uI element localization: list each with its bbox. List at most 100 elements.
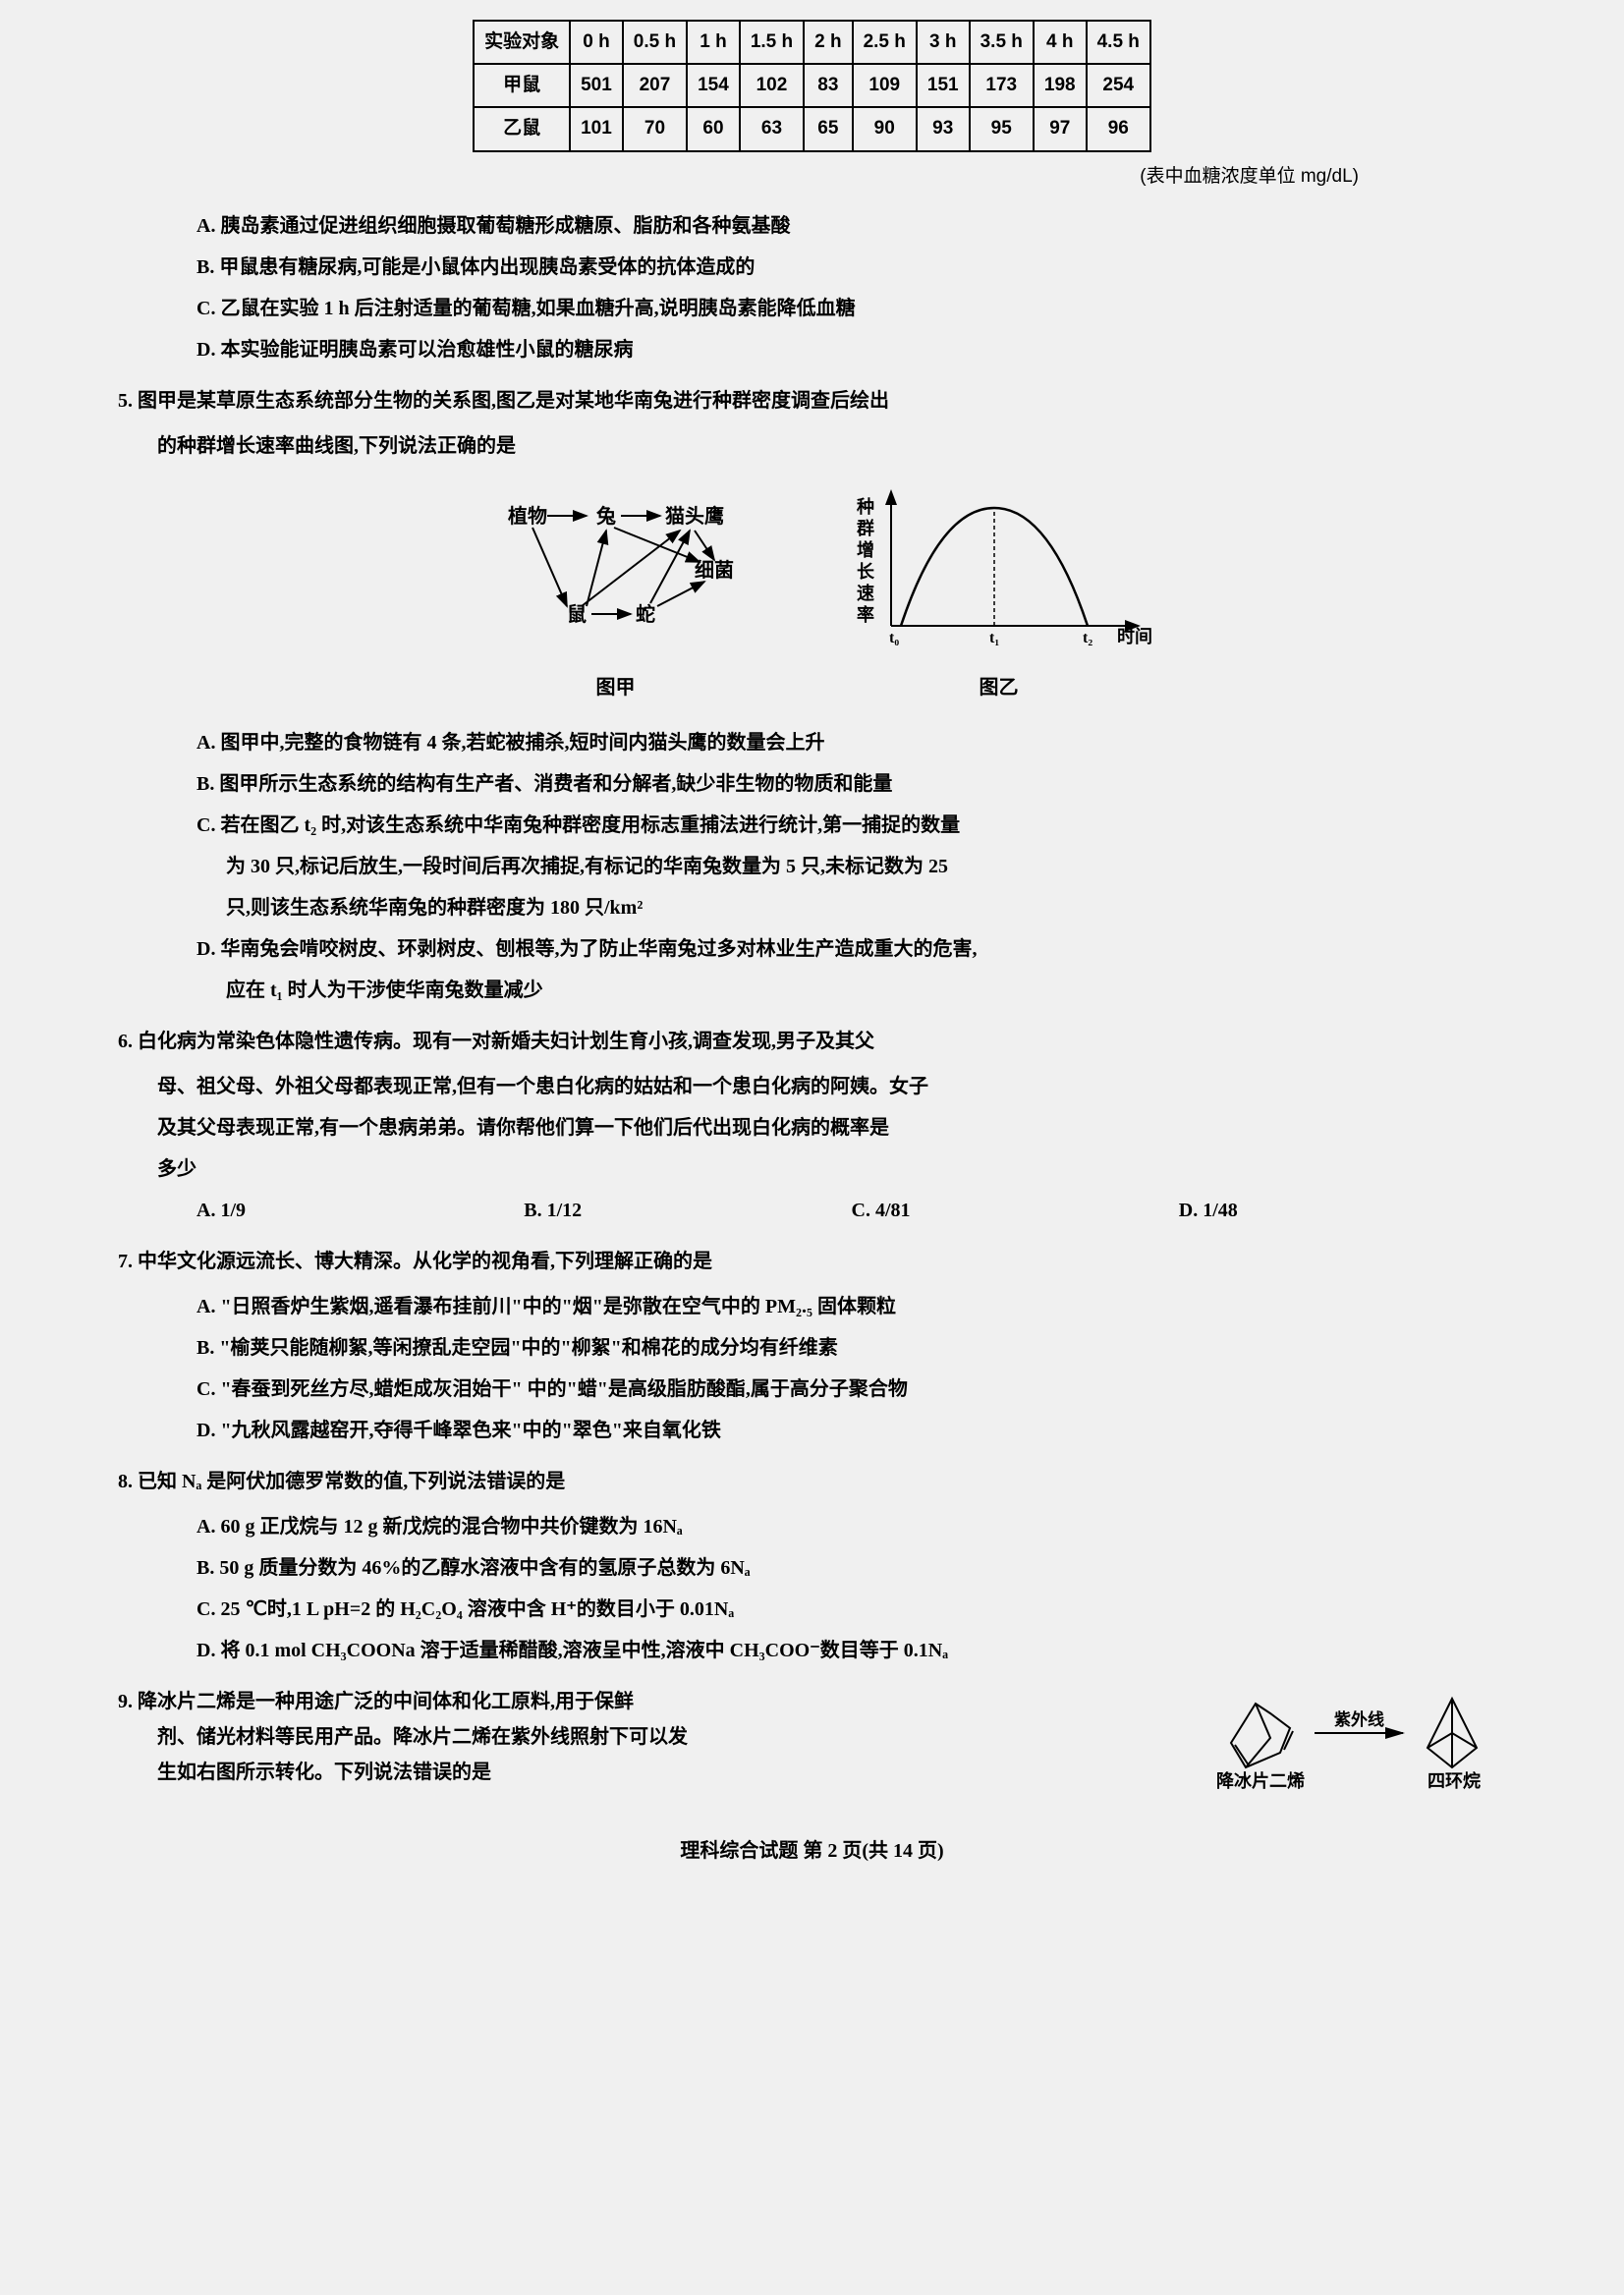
q5-text2: 的种群增长速率曲线图,下列说法正确的是 xyxy=(157,428,1506,464)
q5-option-d2: 应在 t₁ 时人为干涉使华南兔数量减少 xyxy=(226,973,1506,1008)
tick-t1: t₁ xyxy=(989,630,999,646)
th: 2 h xyxy=(804,21,852,64)
xlabel: 时间 xyxy=(1117,627,1152,646)
td: 198 xyxy=(1034,64,1087,107)
fig2-label: 图乙 xyxy=(842,670,1156,705)
q8: 8. 已知 Nₐ 是阿伏加德罗常数的值,下列说法错误的是 xyxy=(118,1464,1506,1499)
growth-curve-chart: 种 群 增 长 速 率 t₀ t₁ t₂ 时间 xyxy=(842,483,1156,650)
q6-num: 6. xyxy=(118,1031,133,1052)
td: 63 xyxy=(740,107,804,150)
data-table: 实验对象 0 h 0.5 h 1 h 1.5 h 2 h 2.5 h 3 h 3… xyxy=(473,20,1151,152)
table-row: 甲鼠 501 207 154 102 83 109 151 173 198 25… xyxy=(474,64,1150,107)
node-mouse: 鼠 xyxy=(567,603,587,626)
q5-option-b: B. 图甲所示生态系统的结构有生产者、消费者和分解者,缺少非生物的物质和能量 xyxy=(196,766,1506,802)
right-mol-label: 四环烷 xyxy=(1428,1770,1481,1791)
left-mol-label: 降冰片二烯 xyxy=(1216,1770,1305,1791)
q7-option-a: A. "日照香炉生紫烟,遥看瀑布挂前川"中的"烟"是弥散在空气中的 PM₂.₅ … xyxy=(196,1289,1506,1324)
tick-t0: t₀ xyxy=(889,630,899,646)
td: 93 xyxy=(917,107,970,150)
q8-option-a: A. 60 g 正戊烷与 12 g 新戊烷的混合物中共价键数为 16Nₐ xyxy=(196,1509,1506,1544)
q5-num: 5. xyxy=(118,390,133,412)
th: 4 h xyxy=(1034,21,1087,64)
q5-option-d1: D. 华南兔会啃咬树皮、环剥树皮、刨根等,为了防止华南兔过多对林业生产造成重大的… xyxy=(196,931,1506,967)
q6-options: A. 1/9 B. 1/12 C. 4/81 D. 1/48 xyxy=(196,1193,1506,1228)
q8-text: 已知 Nₐ 是阿伏加德罗常数的值,下列说法错误的是 xyxy=(138,1471,565,1492)
q7-option-c: C. "春蚕到死丝方尽,蜡炬成灰泪始干" 中的"蜡"是高级脂肪酸酯,属于高分子聚… xyxy=(196,1371,1506,1407)
q5-option-c2: 为 30 只,标记后放生,一段时间后再次捕捉,有标记的华南兔数量为 5 只,未标… xyxy=(226,849,1506,884)
page-footer: 理科综合试题 第 2 页(共 14 页) xyxy=(118,1833,1506,1869)
th: 1 h xyxy=(687,21,740,64)
table-row: 乙鼠 101 70 60 63 65 90 93 95 97 96 xyxy=(474,107,1150,150)
q7-num: 7. xyxy=(118,1251,133,1272)
q9: 紫外线 降冰片二烯 四环烷 9. 降冰片二烯是一种用途广泛的中间体和化工原料,用… xyxy=(118,1684,1506,1804)
q7-text: 中华文化源远流长、博大精深。从化学的视角看,下列理解正确的是 xyxy=(138,1251,712,1272)
q8-num: 8. xyxy=(118,1471,133,1492)
tick-t2: t₂ xyxy=(1083,630,1092,646)
table-header-row: 实验对象 0 h 0.5 h 1 h 1.5 h 2 h 2.5 h 3 h 3… xyxy=(474,21,1150,64)
ylabel-6: 率 xyxy=(857,604,874,625)
ylabel-4: 长 xyxy=(857,562,875,582)
q7-option-b: B. "榆荚只能随柳絮,等闲撩乱走空园"中的"柳絮"和棉花的成分均有纤维素 xyxy=(196,1330,1506,1366)
th: 实验对象 xyxy=(474,21,570,64)
node-snake: 蛇 xyxy=(636,602,655,626)
q8-option-d: D. 将 0.1 mol CH₃COONa 溶于适量稀醋酸,溶液呈中性,溶液中 … xyxy=(196,1633,1506,1668)
td: 102 xyxy=(740,64,804,107)
td: 501 xyxy=(570,64,623,107)
td: 70 xyxy=(623,107,687,150)
th: 0.5 h xyxy=(623,21,687,64)
th: 1.5 h xyxy=(740,21,804,64)
q8-option-b: B. 50 g 质量分数为 46%的乙醇水溶液中含有的氢原子总数为 6Nₐ xyxy=(196,1550,1506,1586)
node-rabbit: 兔 xyxy=(595,504,616,528)
q6-text4: 多少 xyxy=(157,1151,1506,1187)
td: 97 xyxy=(1034,107,1087,150)
th: 3 h xyxy=(917,21,970,64)
td: 甲鼠 xyxy=(474,64,570,107)
figures-container: 植物 兔 猫头鹰 鼠 蛇 细菌 图甲 xyxy=(118,483,1506,705)
th: 3.5 h xyxy=(970,21,1034,64)
td: 95 xyxy=(970,107,1034,150)
q6-option-c: C. 4/81 xyxy=(852,1193,1179,1228)
td: 60 xyxy=(687,107,740,150)
q4-option-d: D. 本实验能证明胰岛素可以治愈雄性小鼠的糖尿病 xyxy=(196,332,1506,367)
ylabel-3: 增 xyxy=(857,539,874,560)
q6-text2: 母、祖父母、外祖父母都表现正常,但有一个患白化病的姑姑和一个患白化病的阿姨。女子 xyxy=(157,1069,1506,1104)
q7: 7. 中华文化源远流长、博大精深。从化学的视角看,下列理解正确的是 xyxy=(118,1244,1506,1279)
td: 254 xyxy=(1087,64,1150,107)
td: 151 xyxy=(917,64,970,107)
q9-text1: 降冰片二烯是一种用途广泛的中间体和化工原料,用于保鲜 xyxy=(138,1691,634,1712)
chem-figure: 紫外线 降冰片二烯 四环烷 xyxy=(1211,1684,1506,1804)
q4-option-b: B. 甲鼠患有糖尿病,可能是小鼠体内出现胰岛素受体的抗体造成的 xyxy=(196,250,1506,285)
q6-option-b: B. 1/12 xyxy=(524,1193,851,1228)
td: 173 xyxy=(970,64,1034,107)
td: 207 xyxy=(623,64,687,107)
q8-option-c: C. 25 ℃时,1 L pH=2 的 H₂C₂O₄ 溶液中含 H⁺的数目小于 … xyxy=(196,1592,1506,1627)
node-owl: 猫头鹰 xyxy=(665,504,724,528)
td: 96 xyxy=(1087,107,1150,150)
figure-yi: 种 群 增 长 速 率 t₀ t₁ t₂ 时间 图乙 xyxy=(842,483,1156,705)
td: 154 xyxy=(687,64,740,107)
td: 90 xyxy=(853,107,917,150)
q5-option-a: A. 图甲中,完整的食物链有 4 条,若蛇被捕杀,短时间内猫头鹰的数量会上升 xyxy=(196,725,1506,760)
q9-text3: 生如右图所示转化。下列说法错误的是 xyxy=(157,1755,491,1790)
td: 65 xyxy=(804,107,852,150)
table-note: (表中血糖浓度单位 mg/dL) xyxy=(118,160,1506,194)
th: 4.5 h xyxy=(1087,21,1150,64)
q5: 5. 图甲是某草原生态系统部分生物的关系图,图乙是对某地华南兔进行种群密度调查后… xyxy=(118,383,1506,419)
q5-text: 图甲是某草原生态系统部分生物的关系图,图乙是对某地华南兔进行种群密度调查后绘出 xyxy=(138,390,889,412)
q9-text2: 剂、储光材料等民用产品。降冰片二烯在紫外线照射下可以发 xyxy=(157,1719,688,1755)
q6-option-d: D. 1/48 xyxy=(1179,1193,1506,1228)
q6: 6. 白化病为常染色体隐性遗传病。现有一对新婚夫妇计划生育小孩,调查发现,男子及… xyxy=(118,1024,1506,1059)
figure-jia: 植物 兔 猫头鹰 鼠 蛇 细菌 图甲 xyxy=(469,483,763,705)
q4-option-a: A. 胰岛素通过促进组织细胞摄取葡萄糖形成糖原、脂肪和各种氨基酸 xyxy=(196,208,1506,244)
q4-option-c: C. 乙鼠在实验 1 h 后注射适量的葡萄糖,如果血糖升高,说明胰岛素能降低血糖 xyxy=(196,291,1506,326)
molecule-diagram: 紫外线 降冰片二烯 四环烷 xyxy=(1211,1684,1506,1792)
td: 109 xyxy=(853,64,917,107)
td: 83 xyxy=(804,64,852,107)
td: 101 xyxy=(570,107,623,150)
node-bacteria: 细菌 xyxy=(695,558,734,582)
node-plant: 植物 xyxy=(508,504,547,528)
q5-option-c3: 只,则该生态系统华南兔的种群密度为 180 只/km² xyxy=(226,890,1506,925)
q7-option-d: D. "九秋风露越窑开,夺得千峰翠色来"中的"翠色"来自氧化铁 xyxy=(196,1413,1506,1448)
q6-option-a: A. 1/9 xyxy=(196,1193,524,1228)
q6-text3: 及其父母表现正常,有一个患病弟弟。请你帮他们算一下他们后代出现白化病的概率是 xyxy=(157,1110,1506,1146)
